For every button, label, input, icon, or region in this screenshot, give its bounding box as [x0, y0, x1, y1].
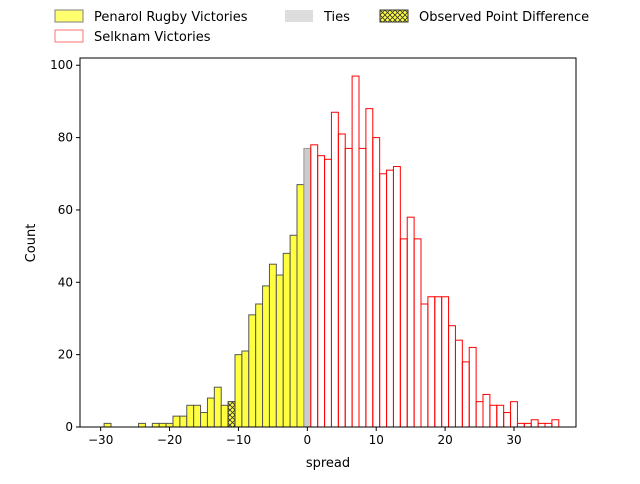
histogram-bar [255, 303, 264, 428]
histogram-bar [275, 274, 284, 428]
histogram-bar [158, 422, 167, 428]
histogram-bar [241, 350, 250, 428]
histogram-bar [523, 422, 532, 428]
histogram-bar [503, 412, 512, 428]
histogram-bar [489, 404, 498, 428]
histogram-bar [496, 404, 505, 428]
histogram-bar [420, 303, 429, 428]
histogram-bar [365, 108, 374, 428]
histogram-bar [337, 133, 346, 428]
histogram-bar [220, 404, 229, 428]
histogram-bar [510, 401, 518, 428]
histogram-bar [461, 361, 470, 428]
histogram-bar [206, 397, 215, 428]
x-tick-label: 30 [506, 433, 521, 447]
histogram-bar [372, 137, 381, 428]
legend-label: Penarol Rugby Victories [94, 10, 248, 25]
histogram-bar [406, 216, 415, 428]
histogram-bar [448, 325, 456, 428]
y-tick-label: 20 [58, 348, 73, 362]
histogram-bar [454, 339, 463, 428]
histogram-bar [441, 296, 450, 428]
histogram-bar [310, 144, 319, 428]
y-tick-label: 100 [50, 58, 73, 72]
legend-swatch [285, 10, 313, 22]
histogram-bar [172, 415, 181, 428]
hatch-overlay [228, 401, 235, 427]
histogram-bar [434, 296, 443, 428]
histogram-bar [193, 404, 202, 428]
histogram-bar [386, 169, 394, 428]
x-axis-label: spread [306, 456, 350, 471]
histogram-bar [351, 75, 360, 428]
x-tick-label: −10 [226, 433, 251, 447]
ticks-layer: −30 −20 −10 0 10 20 30 0 20 40 60 80 100 [50, 58, 522, 447]
histogram-bar [317, 155, 326, 428]
histogram-bar [551, 419, 560, 428]
histogram-bar [151, 422, 160, 428]
histogram-bar [213, 386, 222, 428]
histogram-bar [530, 419, 539, 428]
x-tick-label: 20 [437, 433, 452, 447]
histogram-bar [358, 147, 367, 428]
histogram-bar [200, 412, 208, 428]
histogram-bar [427, 296, 436, 428]
histogram-bar [344, 147, 353, 428]
legend-label: Selknam Victories [94, 30, 211, 45]
histogram-bar [392, 166, 401, 428]
histogram-bar [330, 111, 339, 428]
legend-hatch [380, 10, 408, 22]
plot-frame [79, 57, 577, 428]
x-tick-label: 10 [369, 433, 384, 447]
histogram-bar [379, 173, 388, 428]
histogram-bar [289, 234, 298, 428]
legend-swatch [54, 29, 84, 43]
histogram-bar [262, 285, 270, 428]
histogram-bar [544, 422, 553, 428]
y-tick-label: 80 [58, 131, 73, 145]
x-tick-label: −30 [88, 433, 113, 447]
histogram-bar [268, 263, 277, 428]
legend-swatch [54, 9, 84, 23]
histogram-bar [399, 238, 408, 428]
histogram-bar [248, 314, 257, 428]
x-tick-label: −20 [157, 433, 182, 447]
legend: Penarol Rugby Victories Selknam Victories… [54, 9, 589, 45]
histogram-bar [234, 354, 243, 428]
legend-label: Ties [323, 10, 350, 25]
y-tick-label: 0 [65, 420, 73, 434]
histogram-bar [468, 346, 477, 428]
histogram-bar [296, 184, 305, 428]
histogram-bar [165, 422, 174, 428]
histogram-bar [103, 422, 112, 428]
legend-label: Observed Point Difference [419, 10, 589, 25]
histogram-bar [282, 252, 291, 428]
histogram-bar [186, 404, 195, 428]
y-tick-label: 60 [58, 203, 73, 217]
y-tick-label: 40 [58, 275, 73, 289]
bars-layer [103, 75, 560, 428]
histogram-bar [482, 393, 491, 428]
histogram-bar [475, 401, 484, 428]
histogram-bar [516, 422, 525, 428]
histogram-bar [179, 415, 188, 428]
histogram-bar [537, 422, 546, 428]
y-axis-label: Count [24, 224, 39, 263]
histogram-bar [324, 158, 332, 428]
x-tick-label: 0 [304, 433, 312, 447]
histogram-bar [138, 422, 146, 428]
histogram-bar [303, 147, 312, 428]
histogram-bar [413, 238, 422, 428]
